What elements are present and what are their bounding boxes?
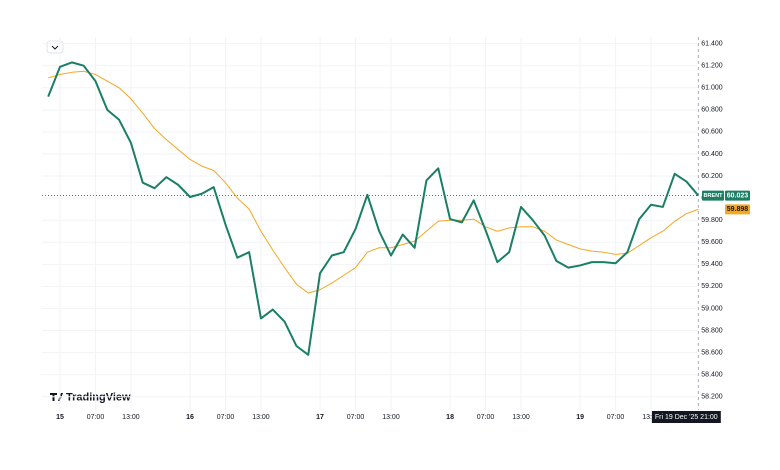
crosshair-time-box [651, 411, 721, 423]
crosshair-time-label: Fri 19 Dec '25 21:00 [655, 414, 718, 421]
y-tick-label: 59.000 [701, 305, 723, 312]
x-tick-label: 15 [56, 414, 64, 421]
x-tick-label: 13:00 [642, 414, 660, 421]
y-tick-label: 59.200 [701, 283, 723, 290]
logo-text: TradingView [66, 391, 131, 403]
x-tick-label: 07:00 [347, 414, 365, 421]
x-tick-label: 13:00 [382, 414, 400, 421]
series-line [47, 61, 700, 356]
y-tick-label: 61.000 [701, 85, 723, 92]
y-tick-label: 60.600 [701, 129, 723, 136]
series-name-box [702, 190, 724, 201]
x-tick-label: 16 [186, 414, 194, 421]
x-tick-label: 18 [446, 414, 454, 421]
y-tick-label: 58.800 [701, 327, 723, 334]
y-tick-label: 58.200 [701, 394, 723, 401]
y-tick-label: 60.800 [701, 107, 723, 114]
y-tick-label: 58.600 [701, 349, 723, 356]
price-tag-box [725, 204, 750, 215]
price-tag: 60.023 [727, 192, 749, 199]
series-name-tag: BRENT [704, 193, 724, 199]
x-tick-label: 07:00 [607, 414, 625, 421]
x-tick-label: 19 [576, 414, 584, 421]
x-tick-label: 07:00 [217, 414, 235, 421]
series-line [48, 70, 699, 294]
y-tick-label: 59.600 [701, 239, 723, 246]
y-tick-label: 59.800 [701, 217, 723, 224]
x-tick-label: 07:00 [477, 414, 495, 421]
y-tick-label: 58.400 [701, 372, 723, 379]
price-tag: 59.898 [727, 206, 749, 213]
x-tick-label: 17 [316, 414, 324, 421]
x-tick-label: 13:00 [252, 414, 270, 421]
y-tick-label: 60.200 [701, 173, 723, 180]
collapse-button[interactable] [46, 40, 64, 54]
y-tick-label: 61.400 [701, 40, 723, 47]
y-tick-label: 60.400 [701, 151, 723, 158]
x-tick-label: 07:00 [87, 414, 105, 421]
grid [42, 37, 697, 410]
x-tick-label: 13:00 [512, 414, 530, 421]
price-tag-box [725, 190, 750, 201]
y-tick-label: 59.400 [701, 261, 723, 268]
x-tick-label: 13:00 [122, 414, 140, 421]
y-tick-label: 61.200 [701, 63, 723, 70]
